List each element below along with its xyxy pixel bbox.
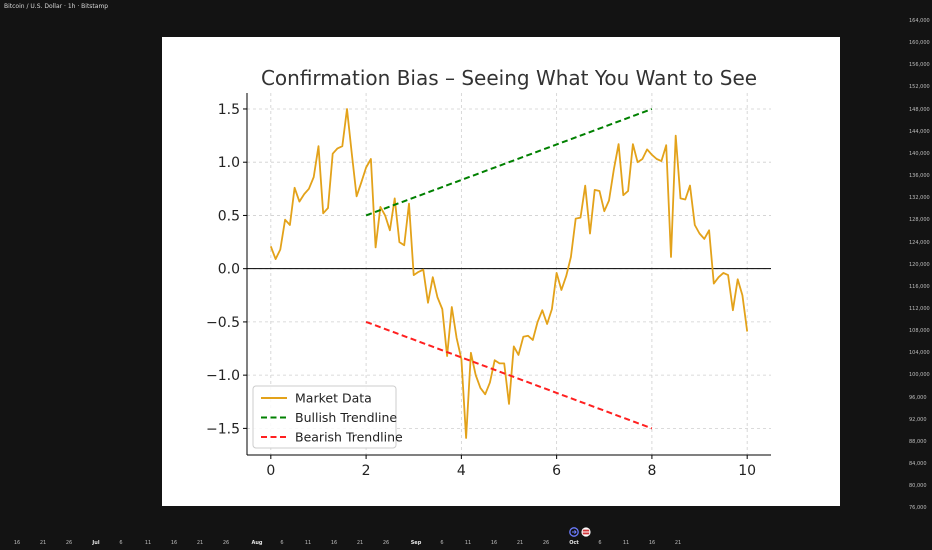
time-tick-label: 6 [119, 540, 123, 546]
time-axis[interactable]: 16 21 26 Jul 6 11 16 21 26 Aug 6 11 16 21 26 Sep 6 11 16 21… [0, 536, 897, 550]
price-tick-label: 96,000 [909, 394, 927, 401]
x-tick-label: 10 [738, 463, 756, 479]
price-tick-label: 100,000 [909, 372, 930, 379]
price-tick-label: 116,000 [909, 283, 930, 290]
price-tick-label: 76,000 [909, 505, 927, 512]
price-tick-label: 128,000 [909, 217, 930, 224]
time-tick-label: 6 [280, 540, 284, 546]
time-tick-label: 21 [516, 540, 524, 546]
time-tick-label: 16 [648, 540, 656, 546]
series-line-bullish-trendline [365, 108, 653, 217]
price-tick-label: 124,000 [909, 239, 930, 246]
legend-box [252, 385, 397, 449]
x-tick-label: 6 [552, 463, 561, 479]
time-tick-label: 21 [196, 540, 204, 546]
x-tick-label: 2 [362, 463, 371, 479]
time-tick-label: 26 [65, 540, 73, 546]
time-tick-label: 26 [542, 540, 550, 546]
price-tick-label: 152,000 [909, 84, 930, 91]
price-tick-label: 80,000 [909, 483, 927, 490]
y-tick-label: 0.5 [218, 208, 240, 224]
legend-label: Bearish Trendline [295, 430, 403, 445]
legend-label: Market Data [295, 391, 372, 406]
time-tick-label: Aug [251, 540, 263, 546]
x-tick-label: 4 [457, 463, 466, 479]
y-tick-label: −0.5 [206, 315, 240, 331]
price-tick-label: 92,000 [909, 416, 927, 423]
time-tick-label: 11 [622, 540, 630, 546]
price-tick-label: 160,000 [909, 40, 930, 47]
time-tick-label: 26 [382, 540, 390, 546]
time-tick-label: 21 [674, 540, 682, 546]
price-tick-label: 148,000 [909, 106, 930, 113]
time-tick-label: 16 [13, 540, 21, 546]
time-tick-label: 11 [464, 540, 472, 546]
time-tick-label: 16 [170, 540, 178, 546]
price-tick-label: 104,000 [909, 350, 930, 357]
series-line-bearish-trendline [365, 320, 653, 430]
time-tick-label: 11 [144, 540, 152, 546]
time-tick-label: Jul [92, 540, 100, 546]
y-tick-label: 0.0 [218, 262, 240, 278]
legend-label: Bullish Trendline [295, 410, 397, 425]
plot-svg: Confirmation Bias – Seeing What You Want… [206, 66, 771, 479]
price-tick-label: 112,000 [909, 305, 930, 312]
chart-tool-icons[interactable] [568, 523, 594, 537]
x-tick-label: 0 [266, 463, 275, 479]
price-tick-label: 120,000 [909, 261, 930, 268]
y-tick-label: −1.0 [206, 368, 240, 384]
time-tick-label: Sep [410, 540, 422, 546]
time-tick-label: 21 [39, 540, 47, 546]
window-title: Bitcoin / U.S. Dollar · 1h · Bitstamp [4, 3, 109, 10]
x-tick-label: 8 [647, 463, 656, 479]
time-tick-label: 6 [598, 540, 602, 546]
price-axis[interactable]: 164,000 160,000 156,000 152,000 148,000 144,0… [897, 0, 932, 550]
price-tick-label: 164,000 [909, 18, 930, 24]
time-tick-label: 6 [440, 540, 444, 546]
y-tick-label: 1.0 [218, 155, 240, 171]
chart-image: Confirmation Bias – Seeing What You Want… [162, 37, 840, 506]
price-tick-label: 140,000 [909, 150, 930, 157]
price-tick-label: 144,000 [909, 128, 930, 135]
price-tick-label: 132,000 [909, 195, 930, 202]
time-tick-label: 21 [356, 540, 364, 546]
goto-realtime-icon[interactable] [569, 527, 579, 537]
chart-title: Confirmation Bias – Seeing What You Want… [261, 66, 757, 90]
time-tick-label: 26 [222, 540, 230, 546]
time-tick-label: 16 [330, 540, 338, 546]
price-tick-label: 156,000 [909, 62, 930, 69]
y-tick-label: −1.5 [206, 421, 240, 437]
price-tick-label: 88,000 [909, 438, 927, 445]
series-line-market-data [269, 108, 749, 439]
y-tick-label: 1.5 [218, 102, 240, 118]
time-tick-label: 11 [304, 540, 312, 546]
price-tick-label: 136,000 [909, 173, 930, 180]
time-tick-label: 16 [490, 540, 498, 546]
time-tick-label: Oct [569, 540, 579, 546]
price-tick-label: 84,000 [909, 461, 927, 467]
flag-icon[interactable] [581, 527, 591, 537]
price-tick-label: 108,000 [909, 328, 930, 335]
